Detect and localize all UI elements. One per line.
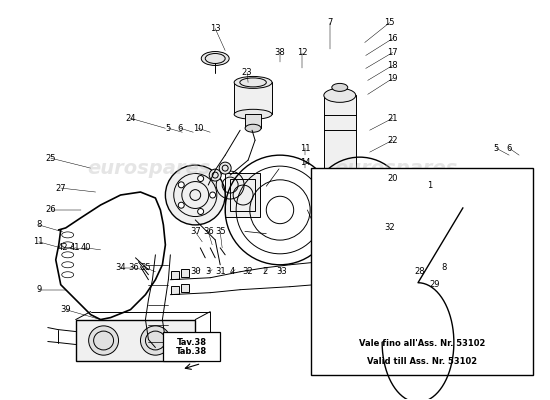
Text: 9: 9: [36, 285, 41, 294]
Text: 2: 2: [262, 267, 268, 276]
Text: 40: 40: [80, 243, 91, 252]
Text: 32: 32: [384, 224, 395, 232]
Circle shape: [197, 208, 204, 214]
Text: 11: 11: [300, 144, 310, 153]
Bar: [182, 284, 189, 292]
Text: 16: 16: [387, 34, 398, 43]
Bar: [76, 320, 195, 362]
Circle shape: [210, 192, 216, 198]
Circle shape: [458, 205, 468, 215]
Text: 8: 8: [36, 220, 41, 230]
Bar: [322, 190, 358, 204]
Bar: [324, 95, 356, 190]
Circle shape: [458, 228, 468, 238]
Text: 17: 17: [387, 48, 398, 57]
Ellipse shape: [89, 326, 119, 355]
Ellipse shape: [234, 109, 272, 119]
Bar: [182, 269, 189, 277]
Bar: [225, 173, 260, 217]
Text: 36: 36: [203, 227, 213, 236]
Text: eurospares: eurospares: [334, 159, 457, 178]
Circle shape: [352, 205, 360, 213]
Text: 28: 28: [414, 267, 425, 276]
Circle shape: [346, 206, 353, 212]
Text: 34: 34: [116, 263, 126, 272]
Text: 35: 35: [140, 263, 151, 272]
Text: 25: 25: [46, 154, 56, 163]
Ellipse shape: [201, 52, 229, 66]
Circle shape: [197, 176, 204, 182]
Text: 7: 7: [327, 18, 333, 27]
Text: 6: 6: [507, 144, 512, 153]
Circle shape: [320, 205, 328, 213]
Circle shape: [219, 162, 231, 174]
Text: 42: 42: [58, 243, 68, 252]
Ellipse shape: [234, 76, 272, 88]
Text: 19: 19: [387, 74, 398, 83]
Circle shape: [178, 202, 184, 208]
Ellipse shape: [140, 326, 170, 355]
Text: 5: 5: [493, 144, 499, 153]
Bar: [163, 332, 220, 362]
Text: Tab.38: Tab.38: [176, 347, 207, 356]
Circle shape: [178, 182, 184, 188]
Text: 4: 4: [229, 267, 235, 276]
Bar: [331, 306, 513, 344]
Text: 1: 1: [427, 180, 432, 190]
Text: 3: 3: [206, 267, 211, 276]
Text: 37: 37: [190, 227, 201, 236]
Circle shape: [166, 165, 225, 225]
Text: Tav.38: Tav.38: [177, 338, 206, 346]
Text: 26: 26: [46, 206, 56, 214]
Bar: [230, 179, 255, 211]
Text: 29: 29: [429, 280, 439, 289]
Bar: [172, 286, 179, 294]
Text: 8: 8: [442, 263, 447, 272]
Circle shape: [327, 206, 333, 212]
Text: 35: 35: [215, 227, 226, 236]
Ellipse shape: [245, 124, 261, 132]
Bar: [318, 204, 362, 214]
Circle shape: [209, 169, 221, 181]
Bar: [245, 114, 261, 128]
Text: 10: 10: [193, 124, 204, 133]
Text: 11: 11: [34, 237, 44, 246]
Text: 20: 20: [387, 174, 398, 182]
Text: 12: 12: [296, 48, 307, 57]
Bar: [468, 198, 522, 246]
Text: 41: 41: [69, 243, 80, 252]
Bar: [234, 82, 272, 114]
Text: 6: 6: [178, 124, 183, 133]
Text: Valid till Ass. Nr. 53102: Valid till Ass. Nr. 53102: [367, 357, 477, 366]
Text: 32: 32: [243, 267, 254, 276]
Text: 36: 36: [128, 263, 139, 272]
Text: 33: 33: [277, 267, 287, 276]
Circle shape: [495, 211, 516, 233]
Text: 22: 22: [387, 136, 398, 145]
Text: 5: 5: [166, 124, 171, 133]
Text: 14: 14: [300, 158, 310, 167]
Text: 27: 27: [56, 184, 66, 192]
Bar: [172, 271, 179, 279]
Text: 39: 39: [60, 305, 71, 314]
Circle shape: [472, 211, 494, 233]
Bar: [311, 168, 532, 375]
Ellipse shape: [349, 311, 381, 338]
Text: 30: 30: [190, 267, 201, 276]
Ellipse shape: [409, 311, 441, 338]
Text: eurospares: eurospares: [87, 159, 211, 178]
Text: 18: 18: [387, 61, 398, 70]
Text: 21: 21: [387, 114, 398, 123]
Text: 24: 24: [125, 114, 136, 123]
Text: 13: 13: [210, 24, 221, 33]
Text: 15: 15: [384, 18, 395, 27]
Text: Vale fino all'Ass. Nr. 53102: Vale fino all'Ass. Nr. 53102: [359, 339, 485, 348]
Text: 38: 38: [274, 48, 285, 57]
Ellipse shape: [332, 84, 348, 91]
Text: 23: 23: [242, 68, 252, 77]
Ellipse shape: [324, 88, 356, 102]
Text: 31: 31: [215, 267, 226, 276]
